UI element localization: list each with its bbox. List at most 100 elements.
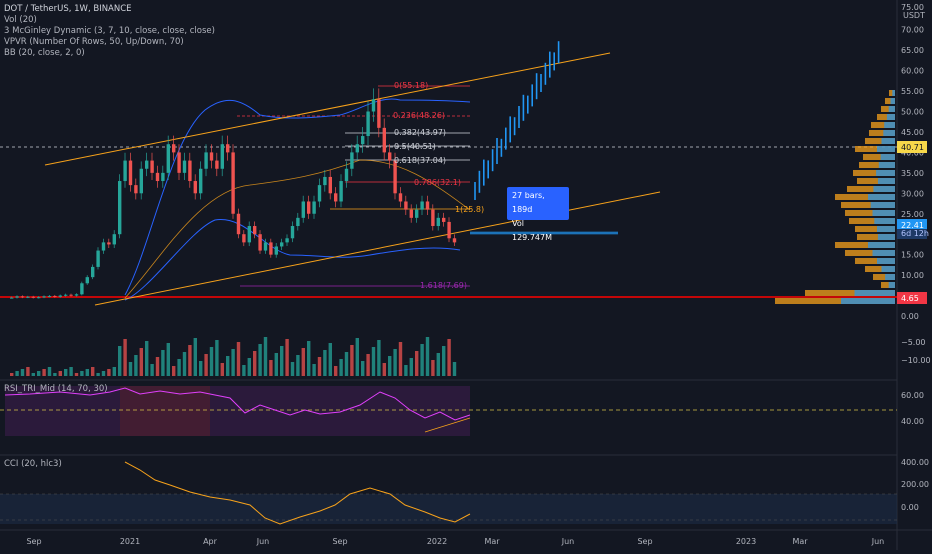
vpvr-bar-up (841, 298, 895, 304)
volume-bar (10, 373, 14, 376)
volume-bar (382, 363, 386, 376)
fib-label: 0.382(43.97) (394, 128, 446, 137)
candle (312, 201, 316, 214)
price-axis-label: 30.00 (901, 189, 924, 198)
volume-bar (366, 354, 370, 376)
volume-bar (339, 359, 343, 376)
candle (80, 283, 84, 295)
fib-label: 0(55.18) (394, 81, 428, 90)
candle (47, 295, 52, 297)
time-axis-label: Sep (637, 537, 652, 546)
measure-bars: 27 bars, 189d (512, 191, 545, 214)
candle (161, 172, 165, 182)
candle (101, 242, 106, 251)
candle (193, 181, 197, 194)
volume-bar (128, 362, 133, 376)
time-axis-label: Jun (256, 537, 270, 546)
candle (236, 213, 241, 235)
volume-bar (182, 352, 187, 376)
vpvr-bar (873, 274, 895, 280)
candle (26, 296, 30, 298)
candle (91, 266, 95, 278)
candle (96, 250, 100, 267)
vpvr-bar (877, 114, 895, 120)
candle (242, 234, 246, 243)
vpvr-bar-up (877, 146, 895, 152)
candle (155, 172, 160, 182)
volume-bar (371, 347, 376, 376)
candle (53, 295, 57, 297)
vpvr-bar (855, 258, 895, 264)
candle (382, 127, 386, 153)
vpvr-bar (859, 162, 895, 168)
candle (366, 111, 370, 137)
volume-bar (231, 349, 235, 376)
vpvr-bar (871, 122, 895, 128)
vpvr-bar-up (876, 170, 895, 176)
volume-bar (58, 371, 62, 376)
volume-bar (350, 345, 354, 376)
cci-label[interactable]: CCI (20, hlc3) (4, 459, 62, 469)
volume-bar (388, 356, 392, 376)
volume-bar (307, 341, 311, 376)
candle (112, 234, 116, 245)
candle (442, 217, 446, 222)
volume-bar (188, 345, 192, 376)
legend-vol[interactable]: Vol (20) (4, 15, 37, 25)
candle (409, 209, 413, 218)
volume-bar (74, 373, 79, 376)
candle (247, 226, 251, 243)
candle (69, 294, 73, 296)
volume-bar (215, 340, 219, 376)
vpvr-bar (885, 98, 895, 104)
vpvr-bar-up (880, 154, 895, 160)
legend-vpvr[interactable]: VPVR (Number Of Rows, 50, Up/Down, 70) (4, 37, 184, 47)
bb-lower (124, 219, 461, 301)
vpvr-bar (775, 298, 895, 304)
candle (350, 152, 354, 169)
volume-bar (436, 353, 440, 376)
volume-bar (334, 366, 338, 376)
candle (258, 234, 262, 251)
candle (177, 152, 181, 173)
vpvr-bar (845, 210, 895, 216)
volume-bar (301, 348, 305, 376)
vpvr-bar (841, 202, 895, 208)
volume-bar (80, 371, 84, 376)
candle (58, 295, 62, 297)
vpvr-bar-up (890, 98, 895, 104)
candle (166, 144, 170, 173)
volume-bar (415, 351, 419, 376)
volume-bar (204, 354, 208, 376)
candle (420, 201, 424, 210)
candle (388, 152, 392, 161)
candle (393, 160, 397, 194)
volume-bars (10, 337, 457, 376)
volume-bar (442, 346, 446, 376)
volume-bar (447, 339, 451, 376)
candle (371, 99, 376, 112)
price-axis-label: 0.00 (901, 312, 919, 321)
volume-bar (37, 371, 41, 376)
rsi-label[interactable]: RSI_TRI_Mid (14, 70, 30) (4, 384, 108, 394)
time-axis-label: Mar (792, 537, 808, 546)
volume-bar (409, 358, 413, 376)
symbol-title[interactable]: DOT / TetherUS, 1W, BINANCE (4, 4, 132, 14)
legend-bb[interactable]: BB (20, close, 2, 0) (4, 48, 85, 58)
vpvr-bar-up (868, 242, 895, 248)
candle (398, 193, 403, 202)
legend-mcginley[interactable]: 3 McGinley Dynamic (3, 7, 10, close, clo… (4, 26, 215, 36)
vpvr-bar-up (881, 266, 895, 272)
volume-bar (226, 356, 230, 376)
time-axis-label: Mar (484, 537, 500, 546)
price-axis-label: 60.00 (901, 67, 924, 76)
price-axis-label: 45.00 (901, 128, 924, 137)
candle (15, 296, 19, 298)
candle (328, 176, 332, 194)
price-tag-4071-bg (897, 141, 927, 153)
vpvr-bar (889, 90, 895, 96)
volume-bar (118, 346, 122, 376)
volume-bar (328, 343, 332, 376)
